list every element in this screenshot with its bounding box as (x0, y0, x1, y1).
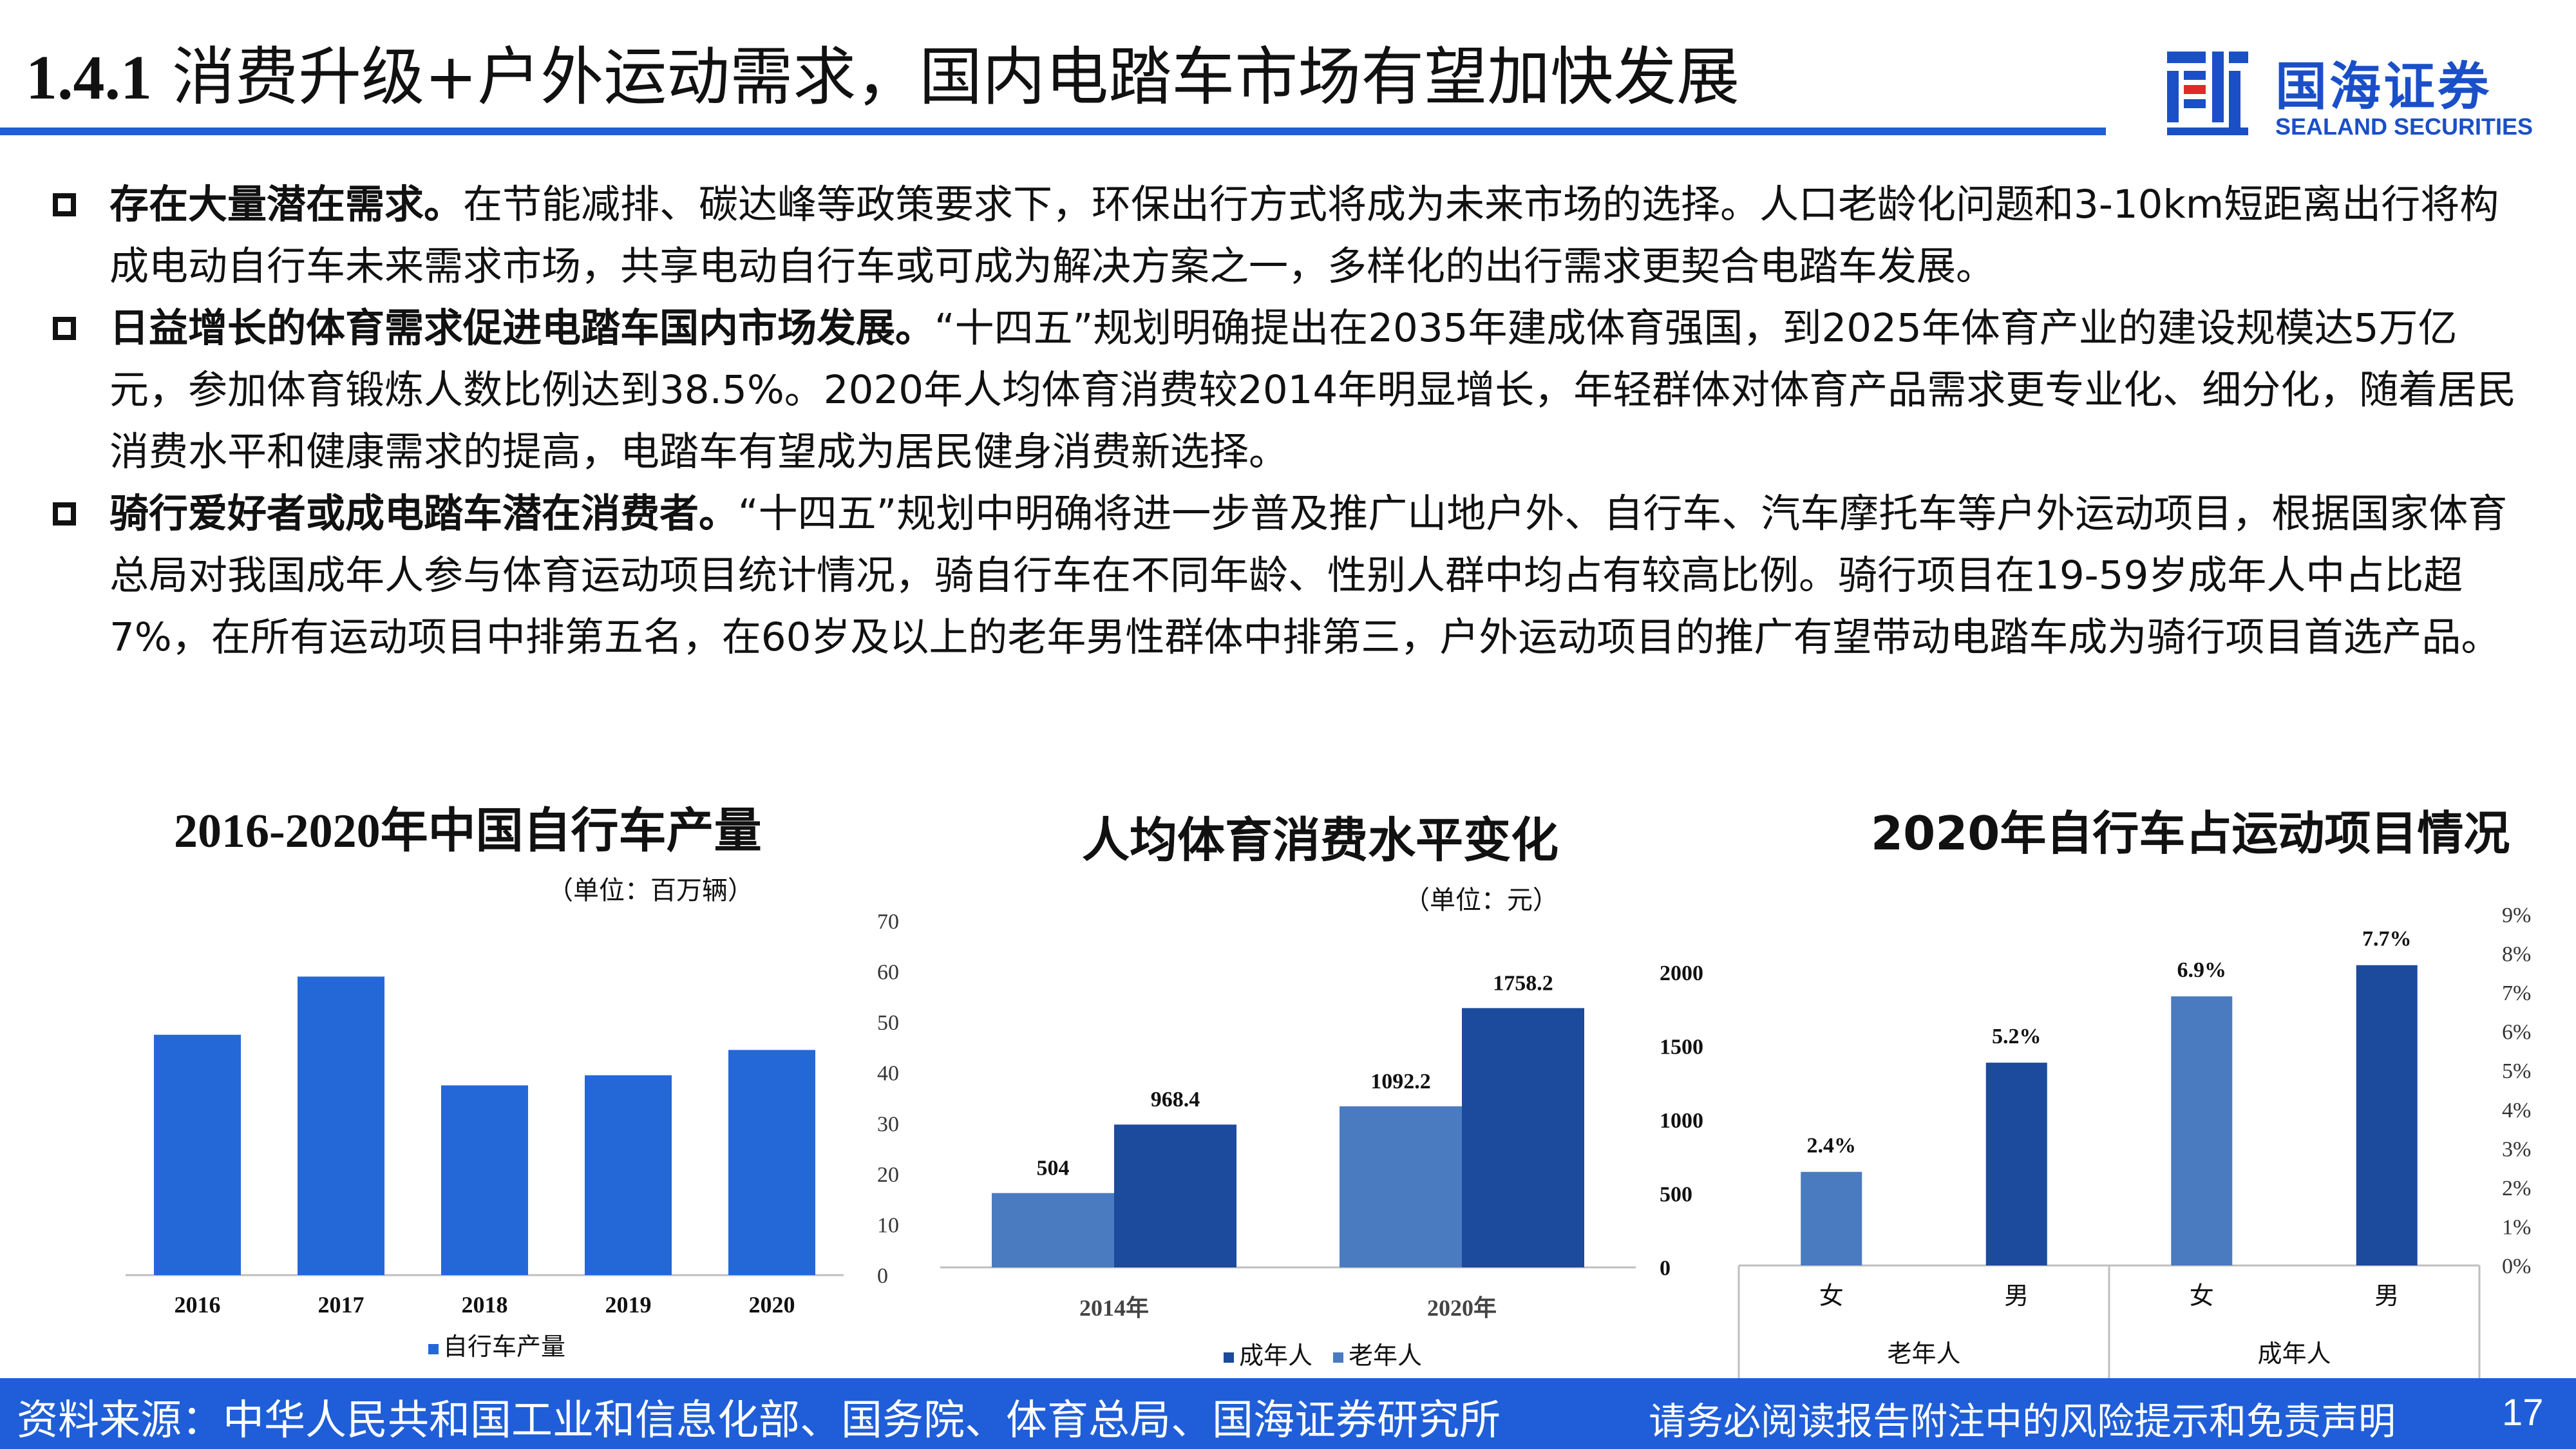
chart2-title: 人均体育消费水平变化 (1082, 813, 1558, 868)
chart1-x-tick-label: 2017 (318, 1292, 365, 1318)
chart3-y-tick-label: 4% (2502, 1099, 2531, 1122)
bullet-text: “十四五”规划中明确将进一步普及推广山地户外、自行车、汽车摩托车等户外运动项目，… (109, 491, 2508, 660)
logo-mark-icon (2167, 52, 2248, 135)
chart2-y-tick-label: 2000 (1660, 961, 1703, 985)
chart1-y-tick-label: 70 (877, 910, 899, 934)
chart3-x-tick-label: 女 (2190, 1282, 2214, 1310)
chart3-y-tick-label: 9% (2502, 904, 2531, 927)
chart2-y-tick-label: 0 (1660, 1256, 1671, 1280)
chart3-cycling-share: 0% 1% 2% 3% 4% 5% 6% 7% 8% 9% 2.4% 女 5.2% 男 6.9% 女 7.7% 男… (1738, 904, 2531, 1378)
bullet-text: 在节能减排、碳达峰等政策要求下，环保出行方式将成为未来市场的选择。人口老龄化问题… (109, 182, 2499, 289)
chart2-data-label: 1758.2 (1493, 971, 1553, 995)
logo-name-en: SEALAND SECURITIES (2275, 113, 2533, 140)
checkbox-square-icon (53, 317, 76, 340)
chart3-data-label: 7.7% (2362, 927, 2412, 951)
chart2-unit: （单位：元） (1404, 886, 1558, 915)
chart3-x-tick-label: 女 (1819, 1282, 1844, 1310)
chart1-x-tick-label: 2016 (175, 1292, 221, 1318)
chart1-legend-label: 自行车产量 (443, 1332, 565, 1361)
bullet-list: 存在大量潜在需求。在节能减排、碳达峰等政策要求下，环保出行方式将成为未来市场的选… (45, 174, 2531, 668)
company-logo: 国海证券 SEALAND SECURITIES (2161, 45, 2560, 142)
chart2-legend-swatch (1224, 1352, 1234, 1363)
chart1-y-tick-label: 40 (877, 1062, 899, 1086)
chart2-legend-label: 成年人 (1239, 1341, 1312, 1370)
chart2-data-label: 1092.2 (1370, 1070, 1431, 1094)
chart1-legend-swatch (428, 1344, 439, 1354)
chart2-bar (992, 1193, 1114, 1267)
chart1-production: 0 10 20 30 40 50 60 70 2016 2017 2018 2019 2020 自行车产量 (126, 910, 899, 1361)
chart3-bar (1801, 1171, 1862, 1265)
chart1-x-tick-label: 2020 (749, 1292, 795, 1318)
bullet-text: “十四五”规划明确提出在2035年建成体育强国，到2025年体育产业的建设规模达… (109, 305, 2517, 475)
chart2-y-tick-label: 1500 (1660, 1036, 1703, 1059)
chart2-x-tick-label: 2020年 (1427, 1295, 1497, 1321)
chart3-group-label: 老年人 (1887, 1340, 1960, 1368)
chart3-title: 2020年自行车占运动项目情况 (1871, 806, 2510, 860)
chart2-bar (1340, 1106, 1462, 1267)
chart1-bar (154, 1034, 241, 1275)
chart2-bar (1462, 1008, 1584, 1267)
chart1-y-tick-label: 60 (877, 961, 899, 985)
chart1-y-tick-label: 30 (877, 1112, 899, 1136)
chart2-x-tick-label: 2014年 (1079, 1295, 1149, 1321)
chart2-data-label: 504 (1037, 1157, 1070, 1180)
chart3-x-tick-label: 男 (2004, 1282, 2029, 1310)
chart1-y-tick-label: 10 (877, 1213, 899, 1237)
chart3-x-tick-label: 男 (2374, 1282, 2399, 1310)
checkbox-square-icon (53, 502, 76, 526)
chart2-y-tick-label: 1000 (1660, 1109, 1703, 1133)
bullet-item: 骑行爱好者或成电踏车潜在消费者。“十四五”规划中明确将进一步普及推广山地户外、自… (45, 483, 2531, 668)
chart1-unit: （单位：百万辆） (547, 876, 753, 905)
footer-disclaimer: 请务必阅读报告附注中的风险提示和免责声明 (1649, 1399, 2396, 1443)
chart2-legend-swatch (1333, 1352, 1343, 1363)
chart3-y-tick-label: 5% (2502, 1059, 2531, 1083)
chart3-y-tick-label: 1% (2502, 1215, 2531, 1239)
chart1-y-tick-label: 20 (877, 1163, 899, 1187)
section-title: 消费升级+户外运动需求，国内电踏车市场有望加快发展 (172, 41, 1740, 114)
chart3-data-label: 2.4% (1807, 1134, 1857, 1158)
bullet-item: 存在大量潜在需求。在节能减排、碳达峰等政策要求下，环保出行方式将成为未来市场的选… (45, 174, 2531, 298)
chart3-y-tick-label: 7% (2502, 981, 2531, 1005)
chart2-legend-label: 老年人 (1349, 1341, 1422, 1370)
logo-name-cn: 国海证券 (2275, 57, 2492, 117)
chart3-bar (2356, 965, 2418, 1265)
bullet-lead: 存在大量潜在需求。 (109, 182, 464, 227)
chart2-bar (1114, 1124, 1236, 1267)
footer-source: 资料来源：中华人民共和国工业和信息化部、国务院、体育总局、国海证券研究所 (17, 1397, 1501, 1444)
chart2-data-label: 968.4 (1151, 1088, 1200, 1112)
chart1-bar (728, 1050, 815, 1275)
chart3-y-tick-label: 0% (2502, 1255, 2531, 1278)
chart3-data-label: 6.9% (2177, 958, 2227, 982)
chart3-y-tick-label: 3% (2502, 1137, 2531, 1161)
page-title: 1.4.1 消费升级+户外运动需求，国内电踏车市场有望加快发展 (26, 26, 1739, 117)
chart2-y-tick-label: 500 (1660, 1183, 1692, 1207)
chart1-title: 2016-2020年中国自行车产量 (174, 805, 762, 858)
chart2-sports-spending: 0 500 1000 1500 2000 504 968.4 2014年 1092.2 1758.… (940, 961, 1703, 1370)
chart1-bar (298, 976, 384, 1275)
chart1-bar (441, 1085, 528, 1275)
chart3-bar (1985, 1063, 2047, 1265)
page-number: 17 (2502, 1392, 2544, 1434)
chart3-group-label: 成年人 (2257, 1340, 2331, 1368)
chart3-y-tick-label: 8% (2502, 943, 2531, 967)
chart3-y-tick-label: 2% (2502, 1177, 2531, 1200)
chart1-bar (585, 1075, 672, 1275)
bullet-lead: 骑行爱好者或成电踏车潜在消费者。 (109, 491, 739, 536)
checkbox-square-icon (53, 193, 76, 216)
section-number: 1.4.1 (26, 43, 152, 113)
chart3-data-label: 5.2% (1992, 1025, 2041, 1048)
bullet-lead: 日益增长的体育需求促进电踏车国内市场发展。 (109, 305, 935, 351)
header-divider (0, 128, 2106, 135)
chart1-y-tick-label: 0 (877, 1264, 888, 1288)
footer-bar: 资料来源：中华人民共和国工业和信息化部、国务院、体育总局、国海证券研究所 请务必… (0, 1378, 2576, 1449)
chart1-x-tick-label: 2019 (605, 1292, 652, 1318)
chart3-y-tick-label: 6% (2502, 1021, 2531, 1045)
chart1-y-tick-label: 50 (877, 1011, 899, 1035)
bullet-item: 日益增长的体育需求促进电踏车国内市场发展。“十四五”规划明确提出在2035年建成… (45, 298, 2531, 483)
chart3-bar (2171, 996, 2233, 1265)
chart1-x-tick-label: 2018 (462, 1292, 508, 1318)
